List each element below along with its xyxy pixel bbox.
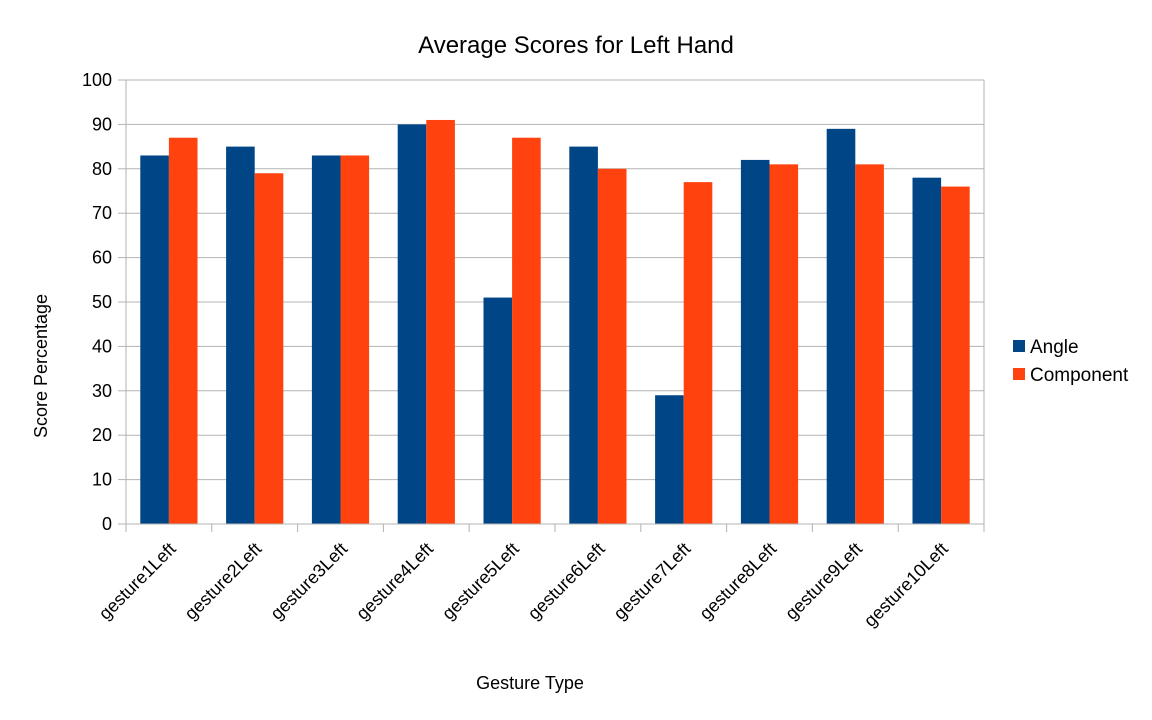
bar-component-gesture3Left: [340, 155, 370, 525]
bar-component-gesture4Left: [426, 119, 455, 525]
axes: [118, 79, 985, 532]
y-tick-label: 30: [92, 381, 112, 401]
y-tick-labels: 0 10 20 30 40 50 60 70 80 90 100: [82, 70, 112, 534]
bar-angle-gesture8Left: [740, 159, 770, 525]
x-tick-label: gesture4Left: [352, 539, 437, 624]
legend-swatch-angle: [1013, 340, 1025, 352]
y-tick-label: 40: [92, 336, 112, 356]
x-tick-label: gesture9Left: [781, 539, 866, 624]
y-tick-label: 0: [102, 514, 112, 534]
x-tick-labels: gesture1Left gesture2Left gesture3Left gest…: [95, 539, 952, 631]
y-tick-label: 100: [82, 70, 112, 90]
y-tick-label: 10: [92, 470, 112, 490]
bars: [140, 119, 970, 525]
chart-title: Average Scores for Left Hand: [418, 32, 734, 59]
y-tick-label: 80: [92, 159, 112, 179]
y-tick-label: 20: [92, 425, 112, 445]
bar-angle-gesture3Left: [311, 155, 341, 525]
bar-component-gesture9Left: [855, 164, 884, 525]
bar-component-gesture5Left: [512, 137, 541, 524]
x-tick-label: gesture3Left: [266, 539, 351, 624]
bar-angle-gesture5Left: [483, 297, 513, 524]
bar-angle-gesture1Left: [140, 155, 169, 525]
bar-component-gesture2Left: [254, 173, 284, 525]
x-tick-label: gesture5Left: [438, 539, 523, 624]
x-tick-label: gesture8Left: [695, 539, 780, 624]
bar-angle-gesture2Left: [226, 146, 255, 524]
bar-component-gesture6Left: [597, 168, 627, 525]
x-tick-label: gesture10Left: [860, 539, 952, 631]
y-tick-label: 60: [92, 248, 112, 268]
bar-component-gesture8Left: [769, 164, 799, 525]
y-axis-title: Score Percentage: [31, 294, 51, 438]
legend-label-component: Component: [1030, 365, 1129, 386]
bar-component-gesture7Left: [683, 182, 713, 524]
y-tick-label: 70: [92, 203, 112, 223]
x-tick-label: gesture1Left: [95, 539, 180, 624]
x-axis-title: Gesture Type: [476, 673, 584, 693]
legend-label-angle: Angle: [1030, 337, 1079, 358]
x-tick-label: gesture7Left: [610, 539, 695, 624]
bar-component-gesture1Left: [168, 137, 198, 524]
legend: Angle Component: [1013, 337, 1129, 386]
legend-swatch-component: [1013, 368, 1025, 380]
x-tick-label: gesture2Left: [181, 539, 266, 624]
x-tick-label: gesture6Left: [524, 539, 609, 624]
bar-angle-gesture4Left: [397, 124, 427, 525]
bar-component-gesture10Left: [941, 186, 970, 524]
bar-angle-gesture9Left: [826, 128, 856, 524]
y-tick-label: 90: [92, 114, 112, 134]
bar-angle-gesture7Left: [655, 395, 684, 524]
bar-angle-gesture10Left: [912, 177, 942, 524]
bar-angle-gesture6Left: [569, 146, 598, 524]
y-tick-label: 50: [92, 292, 112, 312]
